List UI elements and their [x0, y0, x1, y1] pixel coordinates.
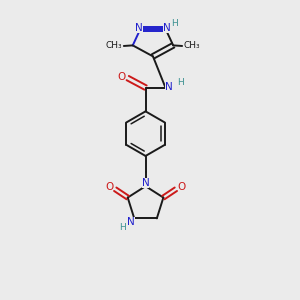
Text: N: N	[165, 82, 173, 92]
Text: CH₃: CH₃	[184, 41, 200, 50]
Text: CH₃: CH₃	[106, 41, 122, 50]
Text: H: H	[178, 78, 184, 87]
Text: H: H	[119, 223, 126, 232]
Text: N: N	[127, 217, 135, 227]
Text: N: N	[163, 23, 171, 33]
Text: N: N	[142, 178, 149, 188]
Text: O: O	[178, 182, 186, 192]
Text: O: O	[105, 182, 113, 192]
Text: H: H	[172, 19, 178, 28]
Text: N: N	[135, 23, 143, 33]
Text: O: O	[117, 72, 125, 82]
